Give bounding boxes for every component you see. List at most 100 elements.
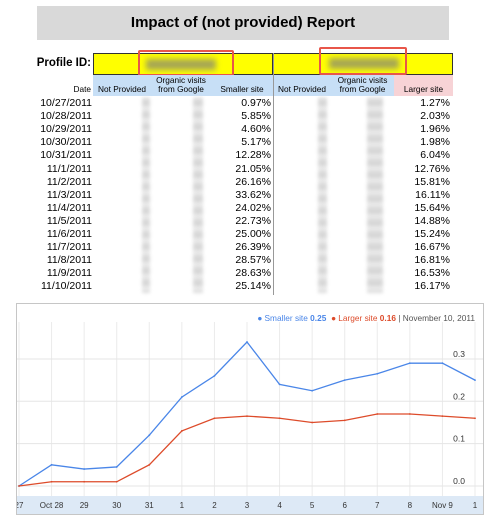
cell-smaller-site: 22.73% xyxy=(235,214,271,227)
table-row: 10/28/2011 5.85% 2.03% xyxy=(0,110,487,122)
table-row: 10/29/2011 4.60% 1.96% xyxy=(0,123,487,135)
table-row: 11/1/2011 21.05% 12.76% xyxy=(0,163,487,175)
cell-larger-site: 16.11% xyxy=(415,188,450,201)
cell-larger-site: 15.81% xyxy=(414,175,450,188)
x-tick-label: 1 xyxy=(180,501,185,510)
data-point xyxy=(50,480,53,483)
cell-date: 11/6/2011 xyxy=(46,228,92,240)
legend-smaller-dot: ● xyxy=(257,313,263,323)
table-row: 11/8/2011 28.57% 16.81% xyxy=(0,254,487,266)
data-point xyxy=(83,480,86,483)
cell-smaller-site: 24.02% xyxy=(235,201,271,214)
cell-date: 11/7/2011 xyxy=(46,241,92,254)
cell-date: 11/4/2011 xyxy=(46,201,92,214)
x-tick-label: 27 xyxy=(17,501,24,510)
y-tick-label: 0.1 xyxy=(453,434,465,444)
data-point xyxy=(311,421,314,424)
x-tick-label: 5 xyxy=(310,501,315,510)
data-point xyxy=(278,417,281,420)
profile-id-field-1 xyxy=(93,50,273,76)
cell-date: 11/5/2011 xyxy=(46,214,92,227)
profile-id-label: Profile ID: xyxy=(36,57,91,69)
redaction-highlight-2 xyxy=(319,47,407,75)
y-tick-label: 0.0 xyxy=(453,476,465,486)
line-chart: ● Smaller site 0.25 ● Larger site 0.16 |… xyxy=(16,303,484,515)
x-tick-label: 1 xyxy=(473,501,478,510)
x-tick-label: 8 xyxy=(408,501,413,510)
legend-separator: | xyxy=(398,313,401,323)
header-not-provided-2: Not Provided xyxy=(273,75,331,96)
cell-date: 10/31/2011 xyxy=(40,149,92,162)
data-point xyxy=(246,415,248,418)
cell-date: 11/1/2011 xyxy=(46,162,92,175)
redaction-highlight-1 xyxy=(138,50,234,76)
x-tick-label: 29 xyxy=(80,501,89,510)
header-larger-site: Larger site xyxy=(394,75,453,96)
data-point xyxy=(148,463,151,466)
header-organic-1: Organic visits from Google xyxy=(151,75,211,96)
redacted-column-not-provided-2 xyxy=(318,97,327,293)
cell-date: 10/28/2011 xyxy=(40,110,92,123)
table-row: 11/3/2011 33.62% 16.11% xyxy=(0,189,487,201)
cell-larger-site: 12.76% xyxy=(414,162,450,175)
x-tick-label: 31 xyxy=(145,501,154,510)
data-point xyxy=(474,417,476,420)
data-point xyxy=(441,362,444,365)
header-organic-2: Organic visits from Google xyxy=(331,75,394,96)
cell-smaller-site: 5.17% xyxy=(241,136,271,149)
profile-id-field-2 xyxy=(273,47,453,75)
data-point xyxy=(115,480,118,483)
cell-smaller-site: 5.85% xyxy=(241,110,271,123)
redacted-column-organic-2 xyxy=(367,97,383,293)
table-row: 10/27/2011 0.97% 1.27% xyxy=(0,97,487,109)
cell-smaller-site: 26.16% xyxy=(235,175,271,188)
cell-smaller-site: 33.62% xyxy=(235,188,271,201)
table-row: 10/31/2011 12.28% 6.04% xyxy=(0,149,487,161)
redacted-profile-id-1 xyxy=(146,59,216,70)
cell-smaller-site: 26.39% xyxy=(235,241,271,254)
chart-legend: ● Smaller site 0.25 ● Larger site 0.16 |… xyxy=(257,313,475,323)
legend-date: November 10, 2011 xyxy=(402,313,475,323)
cell-date: 10/27/2011 xyxy=(40,97,92,109)
x-axis-strip xyxy=(17,496,483,514)
cell-smaller-site: 0.97% xyxy=(241,97,271,109)
data-point xyxy=(50,463,53,466)
table-row: 10/30/2011 5.17% 1.98% xyxy=(0,136,487,148)
cell-larger-site: 16.67% xyxy=(414,241,450,254)
cell-date: 10/30/2011 xyxy=(40,136,92,149)
redacted-column-not-provided-1 xyxy=(142,97,150,293)
data-point xyxy=(343,379,346,382)
x-tick-label: 7 xyxy=(375,501,380,510)
cell-date: 11/2/2011 xyxy=(46,175,92,188)
cell-larger-site: 16.17% xyxy=(414,280,450,293)
header-not-provided-1: Not Provided xyxy=(93,75,151,96)
cell-date: 10/29/2011 xyxy=(40,123,92,136)
data-point xyxy=(115,466,118,468)
chart-plot: 0.0 0.1 0.2 0.3 27 Oct 28 29 30 31 1 2 3 4 5 6 7 8 Nov 9 1 xyxy=(17,322,483,510)
data-point xyxy=(246,341,248,343)
data-point xyxy=(180,430,183,432)
cell-smaller-site: 25.00% xyxy=(235,228,271,240)
data-point xyxy=(441,415,444,418)
cell-larger-site: 14.88% xyxy=(414,214,450,227)
x-tick-label: 4 xyxy=(277,501,282,510)
cell-smaller-site: 12.28% xyxy=(235,149,271,162)
data-point xyxy=(180,396,183,398)
data-point xyxy=(213,374,216,377)
cell-larger-site: 1.27% xyxy=(420,97,450,109)
cell-larger-site: 1.98% xyxy=(420,136,450,149)
data-point xyxy=(83,468,86,470)
header-smaller-site: Smaller site xyxy=(211,75,273,96)
cell-smaller-site: 25.14% xyxy=(235,280,271,293)
table-row: 11/9/2011 28.63% 16.53% xyxy=(0,267,487,279)
x-tick-label: Nov 9 xyxy=(432,501,453,510)
x-tick-label: Oct 28 xyxy=(40,501,64,510)
cell-larger-site: 16.81% xyxy=(414,254,450,267)
data-point xyxy=(408,413,411,415)
cell-smaller-site: 28.63% xyxy=(235,267,271,280)
cell-larger-site: 2.03% xyxy=(420,110,450,123)
table-row: 11/4/2011 24.02% 15.64% xyxy=(0,202,487,214)
report-title: Impact of (not provided) Report xyxy=(37,6,449,40)
y-tick-label: 0.3 xyxy=(453,349,465,359)
cell-smaller-site: 4.60% xyxy=(241,123,271,136)
